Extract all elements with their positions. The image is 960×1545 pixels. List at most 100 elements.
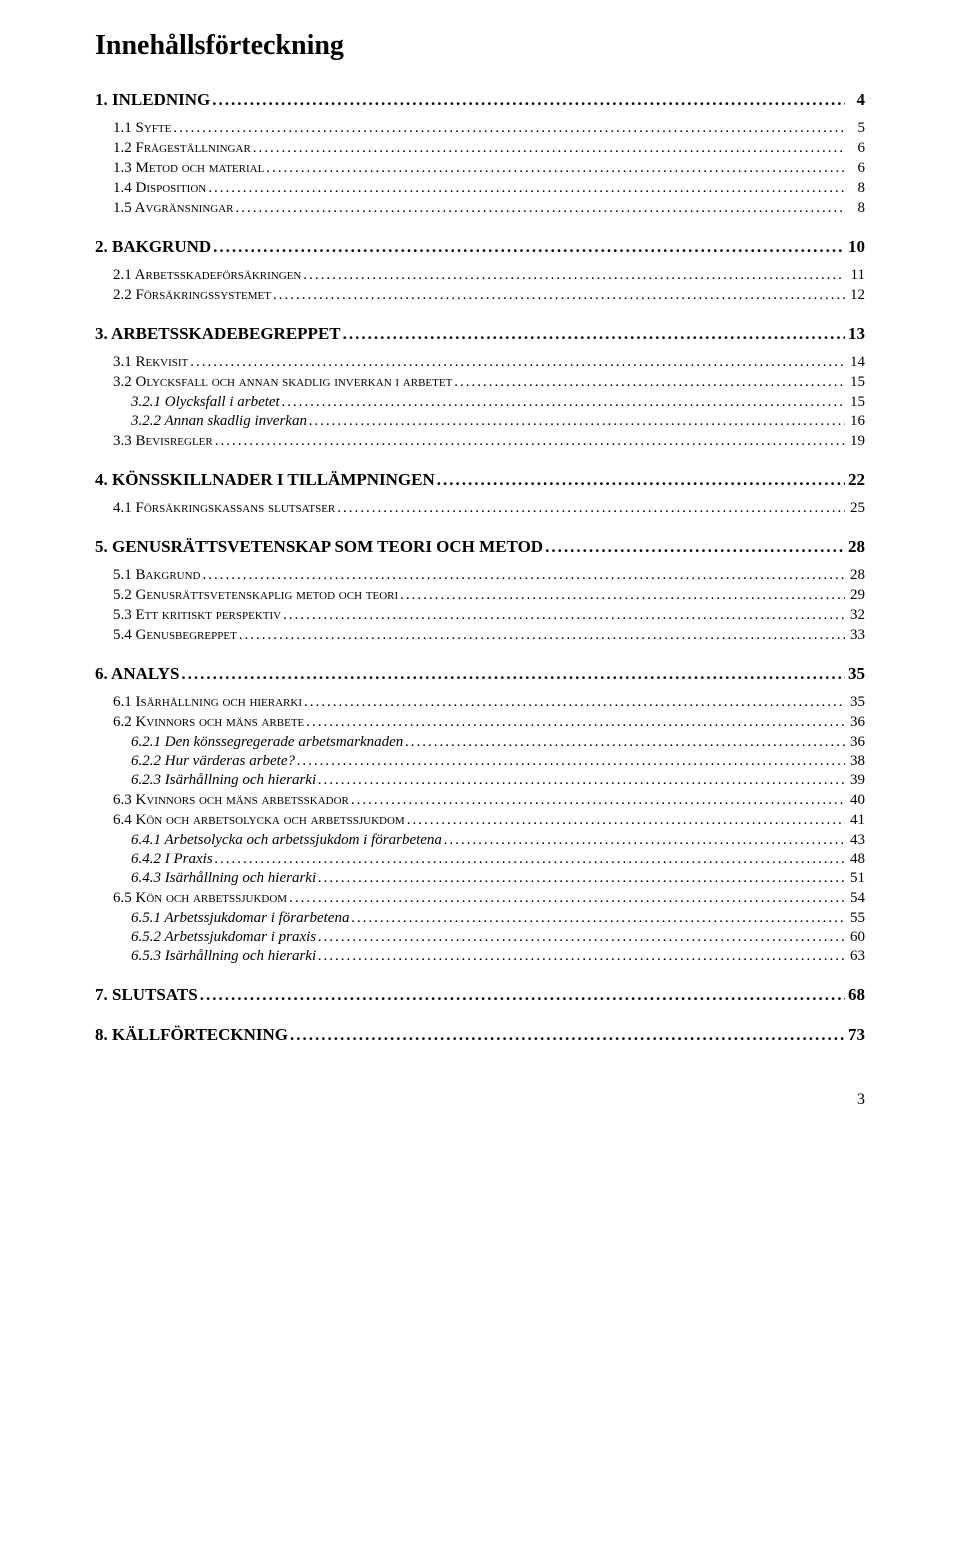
toc-entry: 6.2.3 Isärhållning och hierarki 39 <box>95 772 865 789</box>
toc-entry: 1.1 Syfte5 <box>95 120 865 137</box>
toc-entry: 8. KÄLLFÖRTECKNING 73 <box>95 1025 865 1045</box>
toc-entry: 3.2.2 Annan skadlig inverkan16 <box>95 413 865 430</box>
toc-entry-label: 5.4 Genusbegreppet <box>113 627 237 644</box>
toc-entry-label: 6.5.3 Isärhållning och hierarki <box>131 948 316 965</box>
toc-entry: 6.5.2 Arbetssjukdomar i praxis 60 <box>95 929 865 946</box>
toc-entry: 1.4 Disposition 8 <box>95 180 865 197</box>
toc-dot-leader <box>442 832 845 849</box>
toc-dot-leader <box>403 734 845 751</box>
toc-entry-label: 6.5.1 Arbetssjukdomar i förarbetena <box>131 910 349 927</box>
table-of-contents: 1. INLEDNING 4 1.1 Syfte5 1.2 Frågeställnin… <box>95 90 865 1045</box>
toc-dot-leader <box>405 812 845 829</box>
toc-entry: 1.5 Avgränsningar 8 <box>95 200 865 217</box>
toc-entry: 5. GENUSRÄTTSVETENSKAP SOM TEORI OCH MET… <box>95 537 865 557</box>
toc-entry-page: 55 <box>845 910 865 927</box>
toc-entry-label: 6.4.1 Arbetsolycka och arbetssjukdom i f… <box>131 832 442 849</box>
toc-entry: 1.2 Frågeställningar6 <box>95 140 865 157</box>
toc-entry: 3.2.1 Olycksfall i arbetet15 <box>95 394 865 411</box>
toc-entry: 6. ANALYS 35 <box>95 664 865 684</box>
toc-entry-page: 8 <box>845 180 865 197</box>
toc-dot-leader <box>452 374 845 391</box>
toc-entry-label: 1.1 Syfte <box>113 120 171 137</box>
toc-entry-label: 5.1 Bakgrund <box>113 567 201 584</box>
toc-dot-leader <box>201 567 845 584</box>
toc-entry-label: 1.3 Metod och material <box>113 160 264 177</box>
toc-entry-page: 41 <box>845 812 865 829</box>
toc-entry: 6.2.1 Den könssegregerade arbetsmarknade… <box>95 734 865 751</box>
toc-entry-page: 4 <box>845 90 865 110</box>
toc-entry-page: 22 <box>845 470 865 490</box>
toc-entry-label: 1. INLEDNING <box>95 90 210 110</box>
toc-entry-label: 6. ANALYS <box>95 664 179 684</box>
toc-entry-label: 6.5.2 Arbetssjukdomar i praxis <box>131 929 316 946</box>
toc-dot-leader <box>349 792 845 809</box>
toc-dot-leader <box>288 1025 845 1045</box>
toc-dot-leader <box>271 287 845 304</box>
toc-dot-leader <box>280 394 845 411</box>
toc-dot-leader <box>213 433 845 450</box>
toc-entry-page: 36 <box>845 714 865 731</box>
toc-entry-label: 6.4 Kön och arbetsolycka och arbetssjukd… <box>113 812 405 829</box>
page-number: 3 <box>95 1091 865 1109</box>
toc-entry-page: 48 <box>845 851 865 868</box>
toc-entry-page: 19 <box>845 433 865 450</box>
toc-entry: 5.1 Bakgrund28 <box>95 567 865 584</box>
toc-entry-label: 6.4.3 Isärhållning och hierarki <box>131 870 316 887</box>
toc-dot-leader <box>543 537 845 557</box>
toc-entry-page: 36 <box>845 734 865 751</box>
toc-entry: 6.4.1 Arbetsolycka och arbetssjukdom i f… <box>95 832 865 849</box>
toc-entry: 7. SLUTSATS68 <box>95 985 865 1005</box>
toc-entry: 4. KÖNSSKILLNADER I TILLÄMPNINGEN 22 <box>95 470 865 490</box>
toc-dot-leader <box>304 714 845 731</box>
toc-dot-leader <box>341 324 845 344</box>
toc-entry-page: 15 <box>845 394 865 411</box>
toc-entry-label: 6.4.2 I Praxis <box>131 851 213 868</box>
toc-entry-page: 28 <box>845 537 865 557</box>
toc-dot-leader <box>316 929 845 946</box>
toc-entry-label: 6.2.2 Hur värderas arbete? <box>131 753 295 770</box>
toc-entry-page: 73 <box>845 1025 865 1045</box>
toc-entry-label: 3. ARBETSSKADEBEGREPPET <box>95 324 341 344</box>
toc-entry-label: 6.2.3 Isärhållning och hierarki <box>131 772 316 789</box>
toc-entry: 6.4 Kön och arbetsolycka och arbetssjukd… <box>95 812 865 829</box>
toc-entry-page: 51 <box>845 870 865 887</box>
toc-dot-leader <box>301 267 845 284</box>
toc-dot-leader <box>171 120 845 137</box>
toc-dot-leader <box>335 500 845 517</box>
toc-entry: 3.2 Olycksfall och annan skadlig inverka… <box>95 374 865 391</box>
toc-entry-page: 54 <box>845 890 865 907</box>
toc-entry-label: 4.1 Försäkringskassans slutsatser <box>113 500 335 517</box>
toc-entry-page: 60 <box>845 929 865 946</box>
toc-dot-leader <box>188 354 845 371</box>
toc-entry-label: 4. KÖNSSKILLNADER I TILLÄMPNINGEN <box>95 470 435 490</box>
toc-dot-leader <box>398 587 845 604</box>
toc-entry-label: 6.3 Kvinnors och mäns arbetsskador <box>113 792 349 809</box>
toc-entry-page: 13 <box>845 324 865 344</box>
toc-entry: 3. ARBETSSKADEBEGREPPET 13 <box>95 324 865 344</box>
toc-entry-label: 5. GENUSRÄTTSVETENSKAP SOM TEORI OCH MET… <box>95 537 543 557</box>
toc-entry: 6.5.3 Isärhållning och hierarki63 <box>95 948 865 965</box>
toc-entry-page: 35 <box>845 664 865 684</box>
toc-entry-label: 1.5 Avgränsningar <box>113 200 234 217</box>
toc-entry-label: 1.2 Frågeställningar <box>113 140 251 157</box>
toc-entry-page: 15 <box>845 374 865 391</box>
toc-dot-leader <box>316 772 845 789</box>
toc-entry-label: 6.2 Kvinnors och mäns arbete <box>113 714 304 731</box>
toc-entry-page: 8 <box>845 200 865 217</box>
toc-entry-page: 43 <box>845 832 865 849</box>
toc-entry-page: 39 <box>845 772 865 789</box>
toc-entry-page: 11 <box>845 267 865 284</box>
toc-entry: 2.1 Arbetsskadeförsäkringen11 <box>95 267 865 284</box>
toc-entry-label: 3.1 Rekvisit <box>113 354 188 371</box>
toc-entry-page: 68 <box>845 985 865 1005</box>
toc-dot-leader <box>179 664 845 684</box>
toc-entry-label: 1.4 Disposition <box>113 180 206 197</box>
toc-dot-leader <box>287 890 845 907</box>
toc-dot-leader <box>295 753 845 770</box>
toc-entry-label: 3.2 Olycksfall och annan skadlig inverka… <box>113 374 452 391</box>
toc-entry-page: 29 <box>845 587 865 604</box>
toc-entry-label: 8. KÄLLFÖRTECKNING <box>95 1025 288 1045</box>
toc-dot-leader <box>302 694 845 711</box>
toc-dot-leader <box>198 985 845 1005</box>
toc-dot-leader <box>316 870 845 887</box>
